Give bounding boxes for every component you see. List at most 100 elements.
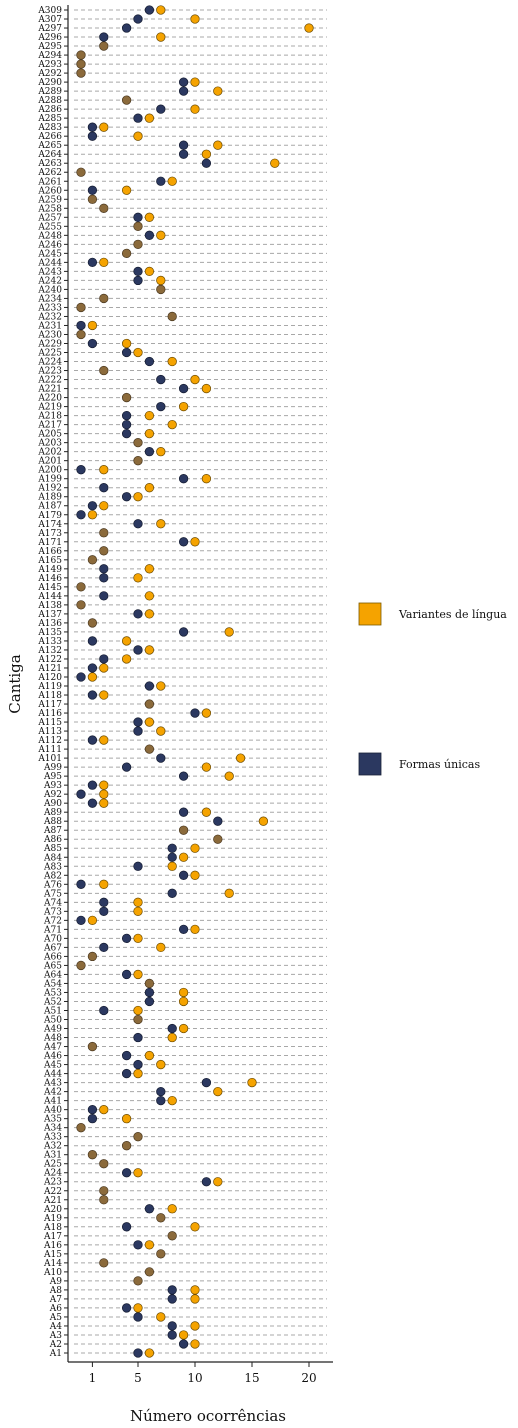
point-formas bbox=[156, 753, 166, 763]
point-formas bbox=[121, 933, 132, 944]
y-tick-label: A138 bbox=[37, 601, 62, 611]
point-formas bbox=[87, 690, 98, 700]
point-variantes bbox=[144, 212, 155, 222]
y-tick-label: A146 bbox=[37, 574, 62, 584]
point-variantes bbox=[99, 663, 109, 673]
y-tick-label: A66 bbox=[43, 952, 62, 962]
y-tick-label: A92 bbox=[43, 790, 62, 800]
y-tick-label: A4 bbox=[49, 1322, 62, 1332]
y-tick-label: A24 bbox=[43, 1169, 62, 1179]
y-tick-label: A16 bbox=[43, 1241, 62, 1251]
point-variantes bbox=[213, 1086, 223, 1097]
y-tick-label: A113 bbox=[37, 727, 62, 737]
y-tick-label: A246 bbox=[37, 240, 62, 250]
y-tick-label: A101 bbox=[37, 754, 62, 764]
point-overlap bbox=[87, 1041, 98, 1052]
point-formas bbox=[76, 879, 86, 889]
y-tick-label: A136 bbox=[37, 619, 62, 629]
y-tick-label: A23 bbox=[43, 1178, 62, 1188]
point-variantes bbox=[144, 564, 155, 574]
y-tick-label: A230 bbox=[37, 330, 62, 340]
y-tick-label: A82 bbox=[43, 871, 62, 881]
point-variantes bbox=[133, 573, 143, 583]
point-variantes bbox=[99, 735, 109, 745]
point-variantes bbox=[156, 230, 166, 240]
point-variantes bbox=[190, 1339, 200, 1349]
point-overlap bbox=[99, 528, 109, 538]
y-tick-label: A3 bbox=[49, 1331, 62, 1341]
point-overlap bbox=[99, 293, 109, 304]
y-tick-label: A72 bbox=[43, 916, 62, 926]
point-formas bbox=[121, 347, 132, 358]
point-formas bbox=[156, 1095, 166, 1106]
y-tick-label: A132 bbox=[37, 646, 62, 656]
y-tick-label: A137 bbox=[37, 610, 62, 620]
point-overlap bbox=[99, 365, 109, 376]
point-formas bbox=[87, 735, 98, 745]
y-tick-label: A70 bbox=[43, 934, 62, 944]
point-overlap bbox=[121, 392, 132, 403]
point-overlap bbox=[87, 1150, 98, 1160]
x-tick-label: 1 bbox=[89, 1371, 97, 1385]
y-tick-label: A165 bbox=[37, 556, 62, 566]
point-overlap bbox=[167, 1231, 177, 1241]
point-variantes bbox=[156, 519, 166, 529]
point-variantes bbox=[201, 807, 212, 817]
y-tick-label: A121 bbox=[37, 664, 62, 674]
y-tick-label: A99 bbox=[43, 763, 62, 773]
point-formas bbox=[99, 654, 109, 664]
point-formas bbox=[87, 1104, 98, 1115]
point-formas bbox=[201, 1177, 212, 1187]
y-tick-label: A93 bbox=[43, 781, 62, 791]
y-tick-label: A220 bbox=[37, 394, 62, 404]
y-tick-label: A111 bbox=[37, 745, 62, 755]
point-variantes bbox=[87, 510, 98, 520]
x-tick-label: 5 bbox=[134, 1371, 142, 1385]
y-tick-label: A9 bbox=[49, 1277, 62, 1287]
point-formas bbox=[76, 789, 86, 799]
point-variantes bbox=[144, 1240, 155, 1250]
y-tick-label: A234 bbox=[37, 294, 62, 304]
point-formas bbox=[121, 23, 132, 33]
y-tick-label: A83 bbox=[43, 862, 62, 872]
y-tick-label: A201 bbox=[37, 457, 62, 467]
point-overlap bbox=[99, 41, 109, 51]
y-tick-label: A179 bbox=[37, 511, 62, 521]
point-variantes bbox=[133, 906, 143, 916]
y-tick-label: A255 bbox=[37, 222, 62, 232]
y-tick-label: A294 bbox=[37, 51, 62, 61]
point-overlap bbox=[144, 744, 155, 754]
point-formas bbox=[87, 1114, 98, 1124]
point-formas bbox=[167, 888, 177, 898]
point-formas bbox=[87, 636, 98, 646]
y-tick-label: A54 bbox=[43, 979, 62, 989]
point-variantes bbox=[190, 1321, 200, 1331]
y-tick-label: A117 bbox=[37, 700, 62, 710]
point-overlap bbox=[133, 437, 143, 448]
point-formas bbox=[178, 1339, 189, 1349]
y-tick-label: A112 bbox=[37, 736, 62, 746]
point-formas bbox=[121, 410, 132, 421]
point-variantes bbox=[201, 383, 212, 394]
point-variantes bbox=[144, 113, 155, 123]
y-tick-label: A262 bbox=[37, 168, 62, 178]
point-variantes bbox=[235, 753, 246, 763]
y-tick-label: A257 bbox=[37, 213, 62, 223]
point-formas bbox=[87, 780, 98, 790]
point-variantes bbox=[121, 636, 132, 646]
point-formas bbox=[156, 401, 166, 412]
point-formas bbox=[178, 86, 189, 96]
point-formas bbox=[76, 672, 86, 682]
point-variantes bbox=[190, 104, 200, 114]
y-tick-label: A2 bbox=[49, 1340, 62, 1350]
point-formas bbox=[133, 717, 143, 727]
y-tick-label: A229 bbox=[37, 339, 62, 349]
point-variantes bbox=[156, 942, 166, 953]
point-formas bbox=[121, 969, 132, 980]
y-tick-label: A149 bbox=[37, 565, 62, 575]
point-formas bbox=[99, 32, 109, 42]
point-variantes bbox=[144, 410, 155, 421]
point-formas bbox=[178, 383, 189, 394]
